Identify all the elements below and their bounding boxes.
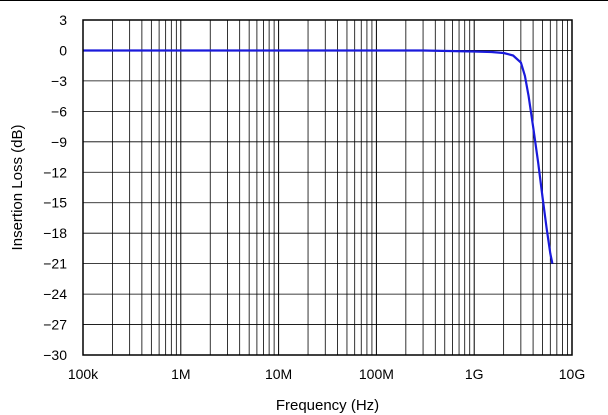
series-layer — [83, 49, 554, 264]
y-tick-label: 0 — [59, 42, 67, 58]
y-tick-label: −9 — [51, 134, 67, 150]
x-tick-label: 1G — [465, 366, 484, 382]
y-tick-label: −24 — [43, 286, 67, 302]
y-tick-label: −12 — [43, 164, 67, 180]
series-line — [83, 49, 554, 264]
x-tick-label: 1M — [171, 366, 190, 382]
x-tick-label: 100k — [68, 366, 99, 382]
grid — [82, 19, 572, 356]
x-tick-label: 10M — [265, 366, 292, 382]
x-tick-label: 10G — [559, 366, 585, 382]
y-tick-label: −6 — [51, 103, 67, 119]
y-axis-label: Insertion Loss (dB) — [9, 125, 26, 251]
plot-frame — [82, 19, 573, 356]
y-tick-label: −21 — [43, 256, 67, 272]
x-tick-label: 100M — [359, 366, 394, 382]
top-border-line — [0, 0, 608, 1]
y-tick-label: 3 — [59, 12, 67, 28]
y-tick-labels: 3 0 −3 −6 −9 −12 −15 −18 −21 −24 −27 −30 — [43, 12, 67, 363]
y-tick-label: −27 — [43, 317, 67, 333]
y-tick-label: −30 — [43, 347, 67, 363]
y-tick-label: −15 — [43, 195, 67, 211]
y-tick-label: −3 — [51, 73, 67, 89]
x-tick-labels: 100k 1M 10M 100M 1G 10G — [68, 366, 585, 382]
y-tick-label: −18 — [43, 225, 67, 241]
x-axis-label: Frequency (Hz) — [276, 397, 379, 414]
